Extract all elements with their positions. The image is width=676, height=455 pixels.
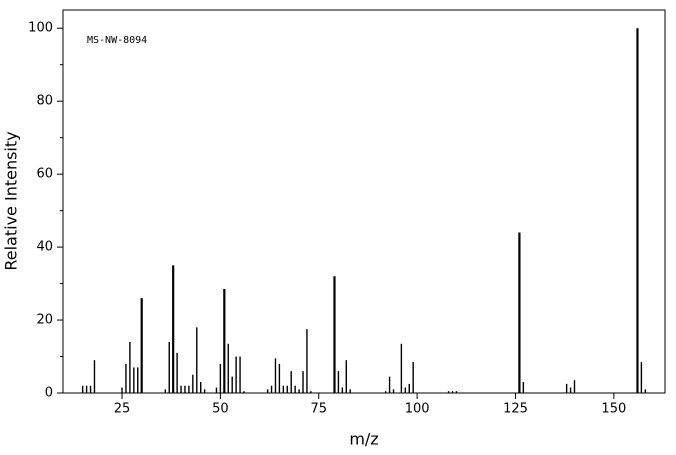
x-tick-label: 25 <box>114 402 131 417</box>
x-tick-label: 75 <box>310 402 327 417</box>
plot-frame <box>62 9 666 394</box>
x-tick-label: 50 <box>212 402 229 417</box>
x-tick-label: 125 <box>503 402 528 417</box>
x-tick-label: 150 <box>601 402 626 417</box>
annotation: MS-NW-8094 <box>87 35 147 46</box>
y-tick-label: 20 <box>36 313 53 328</box>
x-axis-label: m/z <box>349 430 378 449</box>
y-tick-label: 100 <box>28 21 53 36</box>
y-tick-label: 40 <box>36 240 53 255</box>
y-axis-label: Relative Intensity <box>2 131 21 270</box>
y-tick-label: 60 <box>36 167 53 182</box>
x-tick-label: 100 <box>405 402 430 417</box>
y-tick-label: 0 <box>45 386 53 401</box>
y-tick-label: 80 <box>36 94 53 109</box>
